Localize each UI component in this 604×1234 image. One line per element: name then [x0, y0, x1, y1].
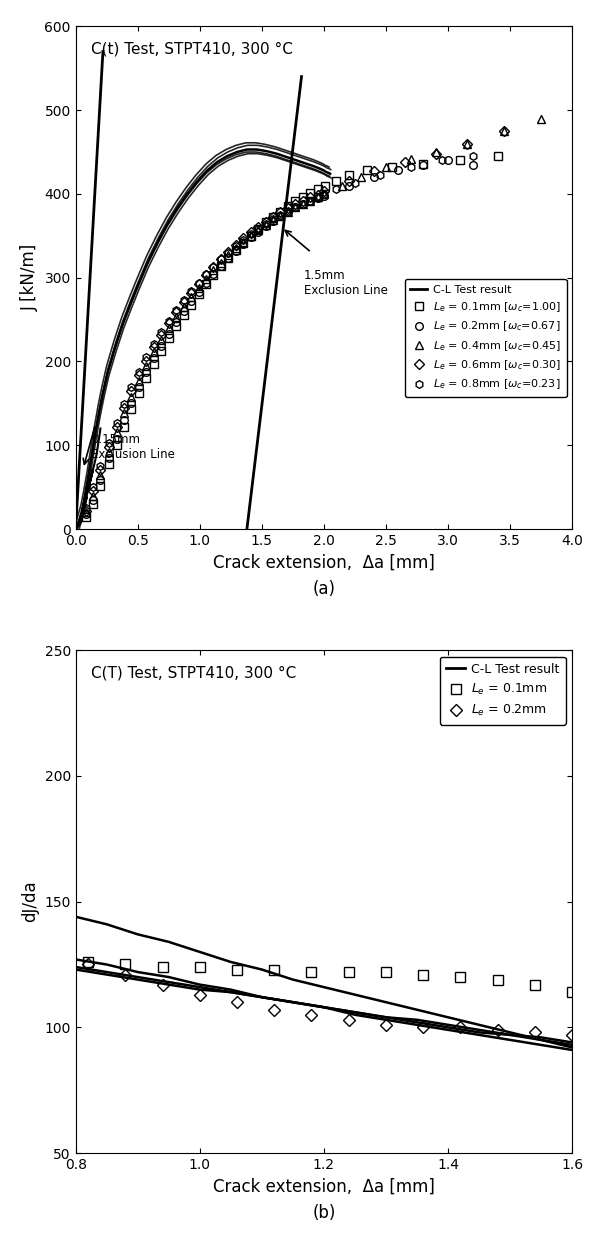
Text: 1.5mm
Exclusion Line: 1.5mm Exclusion Line: [304, 269, 388, 297]
Legend: C-L Test result, $L_e$ = 0.1mm, $L_e$ = 0.2mm: C-L Test result, $L_e$ = 0.1mm, $L_e$ = …: [440, 656, 566, 724]
Text: (b): (b): [312, 1204, 336, 1223]
Legend: C-L Test result, $L_e$ = 0.1mm [$\omega_c$=1.00], $L_e$ = 0.2mm [$\omega_c$=0.67: C-L Test result, $L_e$ = 0.1mm [$\omega_…: [405, 279, 567, 397]
Text: C(T) Test, STPT410, 300 °C: C(T) Test, STPT410, 300 °C: [91, 665, 296, 680]
X-axis label: Crack extension,  Δa [mm]: Crack extension, Δa [mm]: [213, 1177, 435, 1196]
Text: C(t) Test, STPT410, 300 °C: C(t) Test, STPT410, 300 °C: [91, 42, 292, 57]
Text: 0.15mm
Exclusion Line: 0.15mm Exclusion Line: [91, 433, 175, 460]
Y-axis label: J [kN/m]: J [kN/m]: [21, 244, 39, 311]
X-axis label: Crack extension,  Δa [mm]: Crack extension, Δa [mm]: [213, 554, 435, 571]
Y-axis label: dJ/da: dJ/da: [21, 881, 39, 923]
Text: (a): (a): [312, 580, 335, 598]
